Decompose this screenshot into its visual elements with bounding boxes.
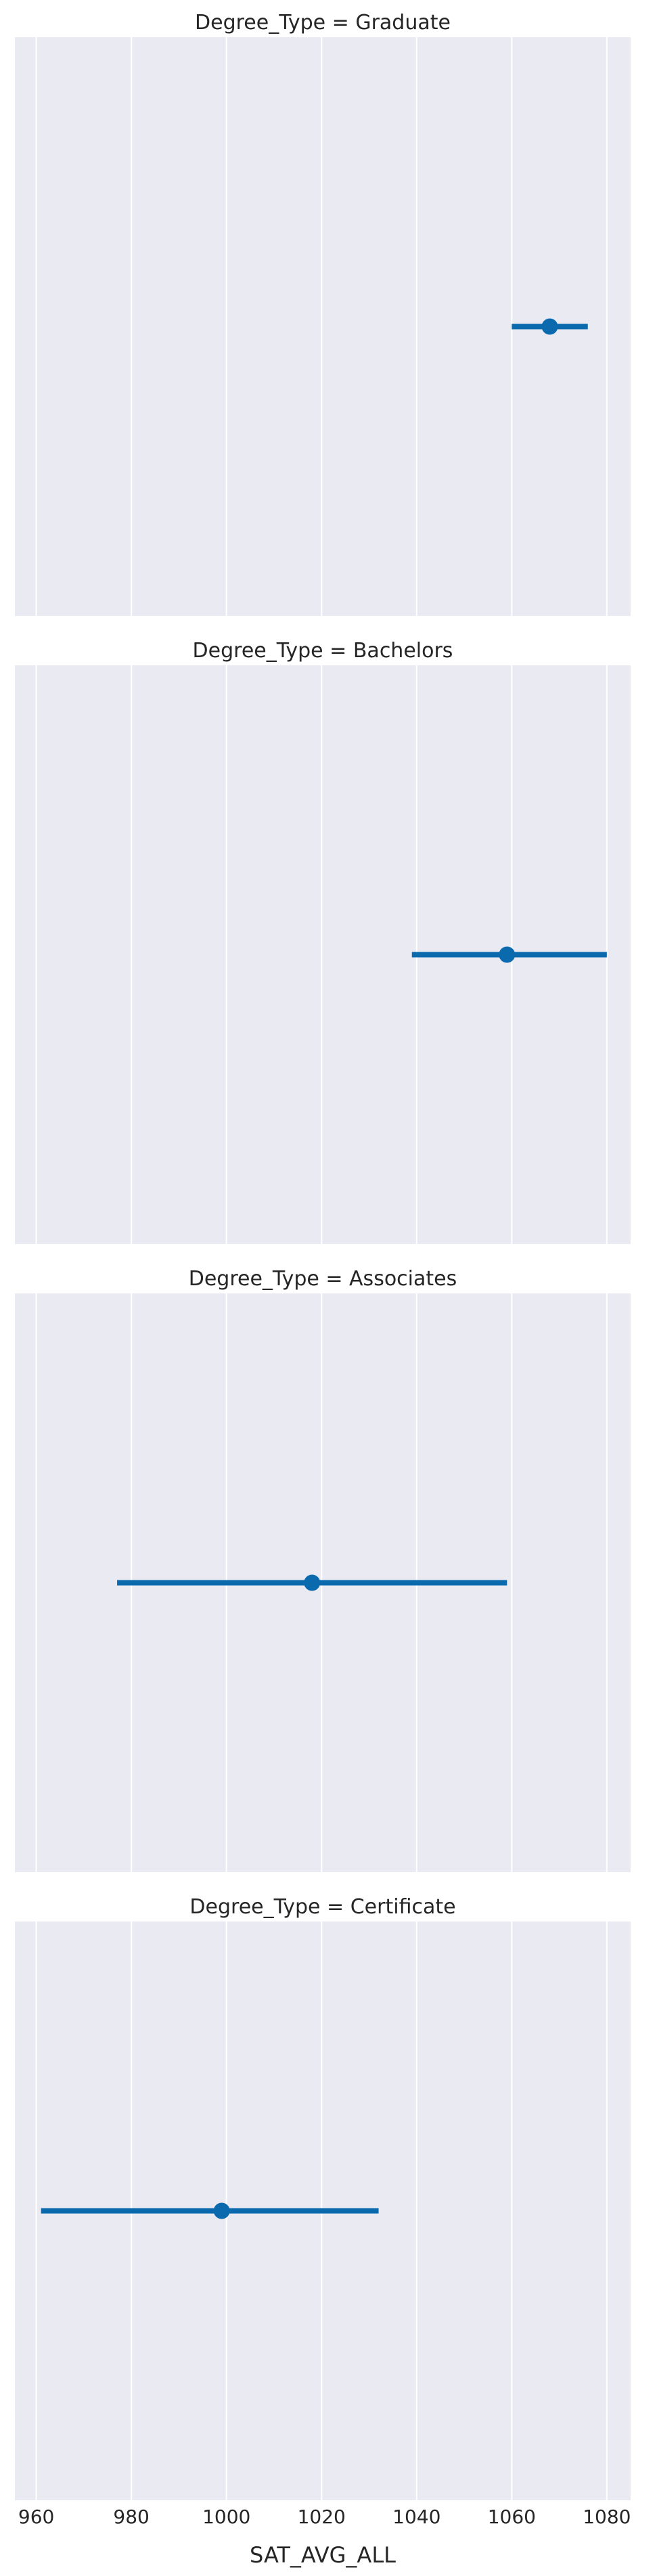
x-tick-label: 1060 — [488, 2506, 536, 2528]
mean-point — [213, 2202, 230, 2219]
facet-panel: Degree_Type = Bachelors — [15, 639, 631, 1244]
facet-title: Degree_Type = Certificate — [189, 1895, 455, 1919]
x-tick-label: 980 — [113, 2506, 149, 2528]
x-tick-label: 1080 — [583, 2506, 631, 2528]
facet-panel: Degree_Type = Graduate — [15, 11, 631, 616]
x-tick-label: 1020 — [298, 2506, 346, 2528]
facet-panel: Degree_Type = Certificate — [15, 1895, 631, 2500]
mean-point — [541, 318, 558, 335]
facet-title: Degree_Type = Graduate — [195, 11, 451, 35]
facet-title: Degree_Type = Bachelors — [193, 639, 453, 663]
facet-panel: Degree_Type = Associates — [15, 1267, 631, 1872]
mean-point — [304, 1574, 321, 1591]
facet-title: Degree_Type = Associates — [189, 1267, 457, 1291]
x-tick-label: 1040 — [392, 2506, 440, 2528]
mean-point — [499, 946, 516, 963]
x-tick-label: 960 — [18, 2506, 54, 2528]
x-tick-label: 1000 — [202, 2506, 250, 2528]
x-axis-label: SAT_AVG_ALL — [250, 2542, 396, 2568]
